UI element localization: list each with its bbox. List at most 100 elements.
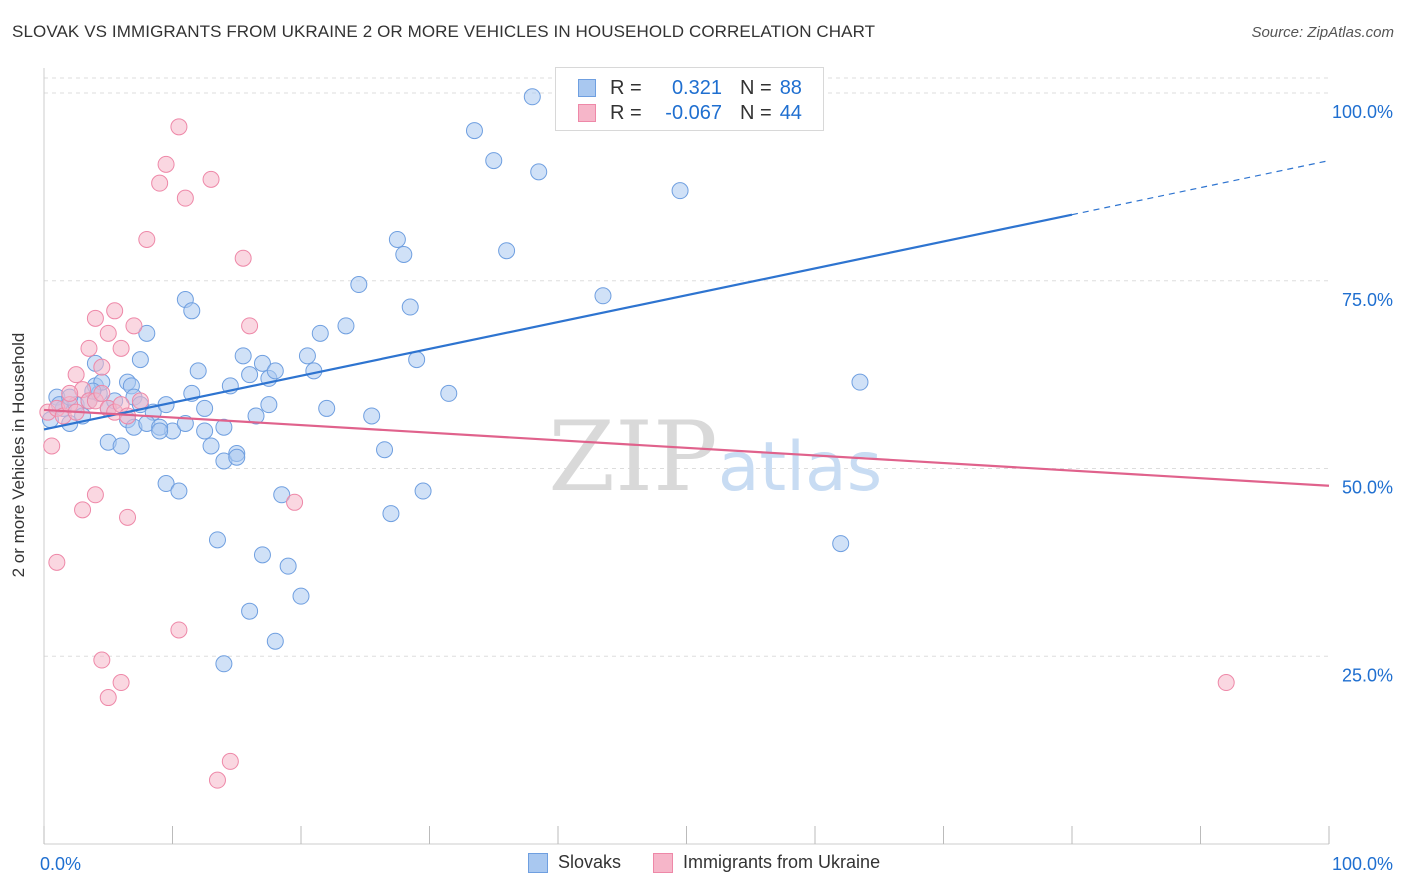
slovak-point (414, 482, 432, 500)
ukraine-point (80, 339, 98, 357)
slovak-point (311, 324, 329, 342)
slovak-point (851, 373, 869, 391)
legend-n-label: N = (740, 76, 772, 99)
ukraine-trend-line (43, 408, 1330, 487)
slovak-point (376, 441, 394, 459)
slovak-point (260, 396, 278, 414)
legend-swatch-blue (578, 79, 596, 97)
source-label: Source: ZipAtlas.com (1251, 24, 1394, 41)
watermark-atlas: atlas (718, 428, 882, 507)
slovak-point (215, 655, 233, 673)
slovak-point (266, 362, 284, 380)
ukraine-point (234, 249, 252, 267)
slovak-point (832, 535, 850, 553)
slovaks-trend-line (43, 213, 1073, 431)
slovak-point (382, 505, 400, 523)
legend-r-label: R = (610, 101, 642, 124)
slovak-point (196, 399, 214, 417)
slovak-point (440, 384, 458, 402)
axes (43, 68, 1330, 845)
slovak-point (498, 242, 516, 260)
slovak-point (318, 399, 336, 417)
slovak-point (485, 152, 503, 170)
slovak-point (401, 298, 419, 316)
ukraine-point (43, 437, 61, 455)
slovak-point (112, 437, 130, 455)
legend-swatch-pink (578, 104, 596, 122)
ukraine-point (99, 324, 117, 342)
ukraine-point (286, 493, 304, 511)
ukraine-point (93, 358, 111, 376)
y-axis-label: 2 or more Vehicles in Household (9, 332, 28, 578)
slovak-point (465, 122, 483, 140)
legend-r-label: R = (610, 76, 642, 99)
slovak-point (202, 437, 220, 455)
slovaks-trend-extension (1071, 160, 1330, 216)
y-tick-label: 25.0% (1342, 665, 1393, 685)
grid-lines (44, 77, 1329, 657)
ukraine-point (208, 771, 226, 789)
ukraine-point (74, 501, 92, 519)
slovak-point (298, 347, 316, 365)
slovak-point (241, 366, 259, 384)
slovak-point (151, 422, 169, 440)
legend-n-value: 88 (779, 76, 802, 99)
y-tick-label: 75.0% (1342, 290, 1393, 310)
tick-labels: 100.0% 75.0% 50.0% 25.0% 0.0% 100.0% (40, 102, 1393, 874)
chart-title: SLOVAK VS IMMIGRANTS FROM UKRAINE 2 OR M… (12, 22, 876, 41)
legend-r-value: 0.321 (671, 76, 722, 99)
ukraine-point (99, 689, 117, 707)
y-tick-label: 50.0% (1342, 478, 1393, 498)
legend-r-value: -0.067 (665, 101, 722, 124)
watermark: ZIP atlas (548, 401, 882, 513)
legend-item-slovaks[interactable]: Slovaks (528, 852, 621, 873)
ukraine-point (67, 366, 85, 384)
watermark-zip: ZIP (548, 401, 717, 513)
ukraine-point (170, 621, 188, 639)
ukraine-point (176, 189, 194, 207)
ukraine-point (93, 651, 111, 669)
slovak-point (183, 302, 201, 320)
ukraine-point (131, 392, 149, 410)
ukraine-point (151, 174, 169, 192)
slovak-point (241, 602, 259, 620)
series-legend: Slovaks Immigrants from Ukraine (528, 852, 912, 873)
slovak-point (395, 245, 413, 263)
slovak-point (170, 482, 188, 500)
ukraine-point (1217, 674, 1235, 692)
slovak-point (350, 276, 368, 294)
legend-swatch-blue (528, 852, 548, 873)
slovak-point (234, 347, 252, 365)
y-tick-label: 100.0% (1332, 102, 1393, 122)
series-slovaks (41, 88, 869, 673)
legend-item-ukraine[interactable]: Immigrants from Ukraine (653, 852, 880, 873)
slovak-point (138, 324, 156, 342)
slovak-point (247, 407, 265, 425)
legend-label-ukraine: Immigrants from Ukraine (683, 852, 881, 872)
x-tick-label: 0.0% (40, 854, 81, 874)
ukraine-point (241, 317, 259, 335)
slovak-point (594, 287, 612, 305)
slovak-point (530, 163, 548, 181)
series-ukraine (39, 118, 1235, 789)
slovak-point (228, 448, 246, 466)
legend-row-ukraine: R = -0.067 N = 44 (578, 101, 802, 125)
ukraine-point (112, 339, 130, 357)
ukraine-point (86, 486, 104, 504)
slovak-point (671, 182, 689, 200)
stats-legend: R = 0.321 N = 88 R = -0.067 N = 44 (555, 67, 824, 131)
ukraine-point (112, 674, 130, 692)
ukraine-point (86, 309, 104, 327)
slovak-point (337, 317, 355, 335)
legend-n-value: 44 (779, 101, 802, 124)
ukraine-point (106, 302, 124, 320)
legend-n-label: N = (740, 101, 772, 124)
ukraine-point (202, 170, 220, 188)
ukraine-point (48, 553, 66, 571)
slovak-point (408, 351, 426, 369)
ukraine-point (93, 384, 111, 402)
slovak-point (215, 418, 233, 436)
ukraine-point (221, 752, 239, 770)
legend-row-slovaks: R = 0.321 N = 88 (578, 76, 802, 100)
slovak-point (292, 587, 310, 605)
